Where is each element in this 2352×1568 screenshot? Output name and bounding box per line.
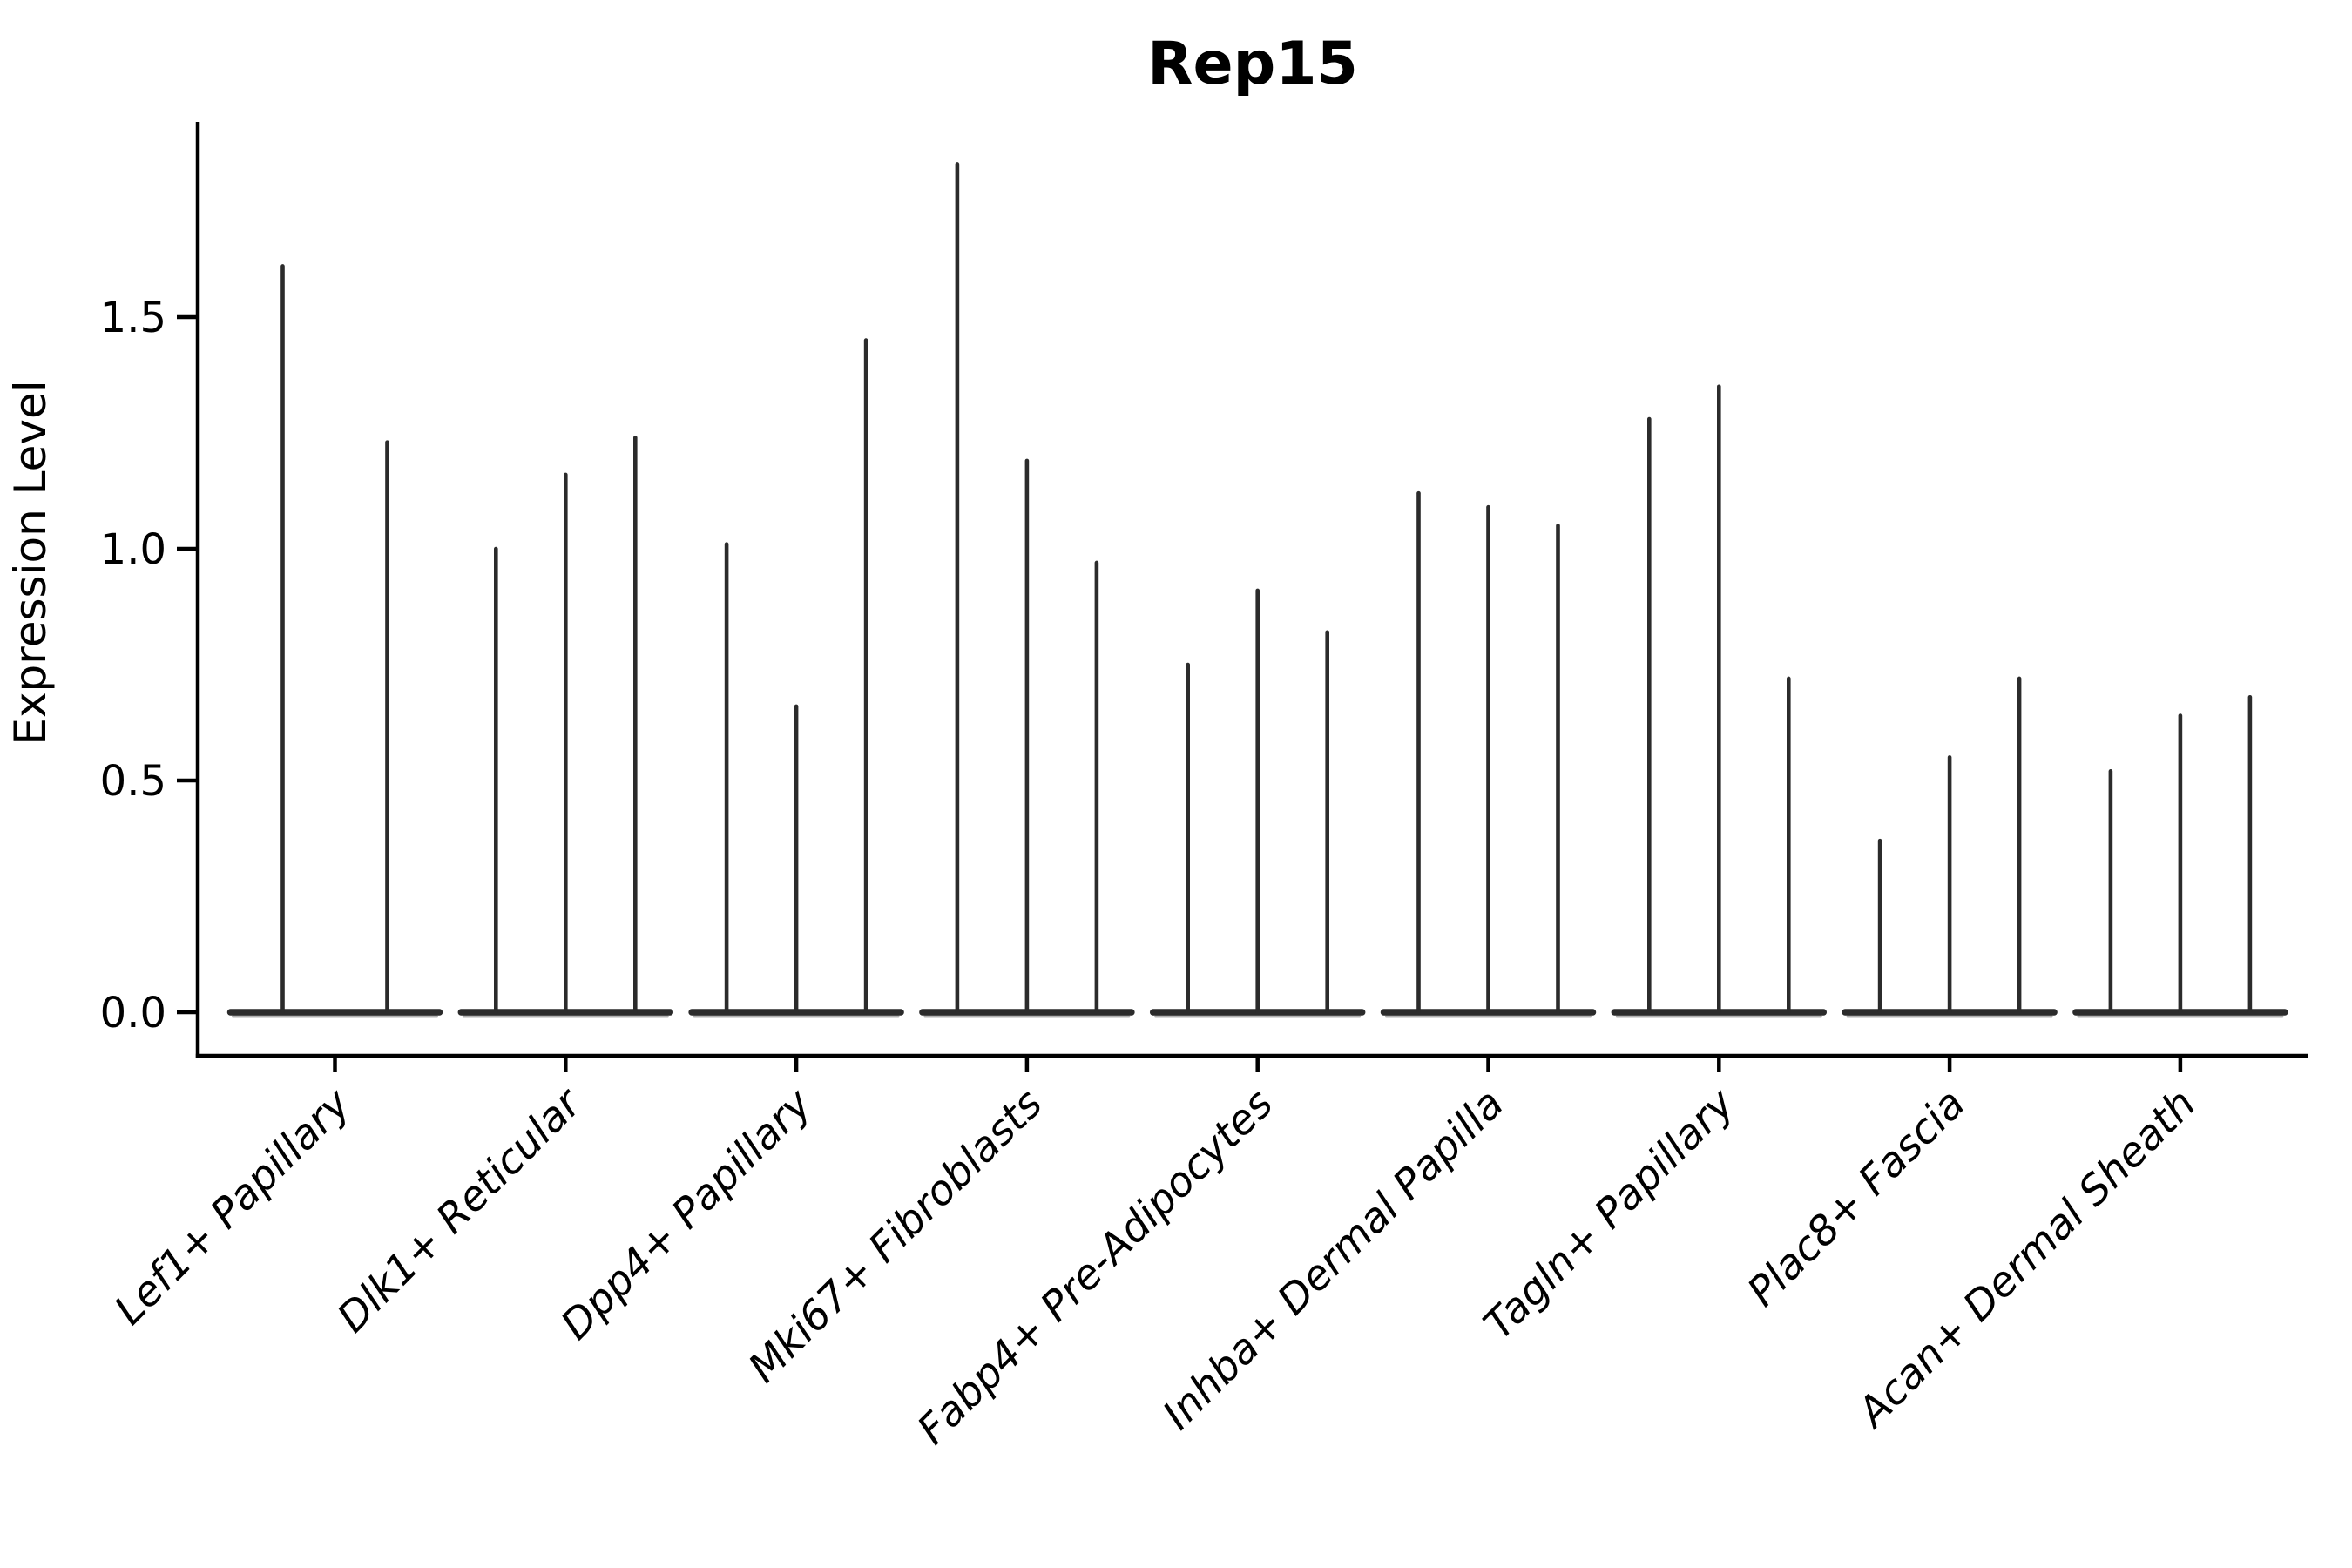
chart-title: Rep15 bbox=[1147, 30, 1358, 98]
violin-group bbox=[1842, 676, 2058, 1018]
violin-group bbox=[1611, 384, 1828, 1018]
violin-group bbox=[919, 162, 1135, 1018]
x-tick-label: Lef1+ Papillary bbox=[105, 1079, 361, 1335]
x-tick-label: Tagln+ Papillary bbox=[1475, 1079, 1745, 1349]
violin-group bbox=[457, 436, 674, 1018]
violin-group bbox=[1149, 588, 1366, 1018]
violin-group bbox=[2072, 694, 2288, 1018]
y-tick-label: 1.0 bbox=[100, 525, 166, 574]
violin-group bbox=[1380, 490, 1597, 1018]
y-tick-label: 1.5 bbox=[100, 294, 166, 342]
y-axis-ticks: 0.0 0.5 1.0 1.5 bbox=[100, 294, 198, 1037]
x-tick-label: Dlk1+ Reticular bbox=[328, 1078, 592, 1342]
violin-series bbox=[226, 162, 2288, 1018]
x-tick-label: Plac8+ Fascia bbox=[1739, 1080, 1975, 1316]
y-axis-label: Expression Level bbox=[5, 380, 56, 745]
x-tick-label: Dpp4+ Papillary bbox=[551, 1079, 821, 1349]
y-tick-label: 0.5 bbox=[100, 757, 166, 806]
y-tick-label: 0.0 bbox=[100, 989, 166, 1037]
violin-group bbox=[226, 264, 443, 1018]
x-axis-ticks bbox=[333, 1056, 2183, 1072]
violin-group bbox=[688, 338, 904, 1018]
